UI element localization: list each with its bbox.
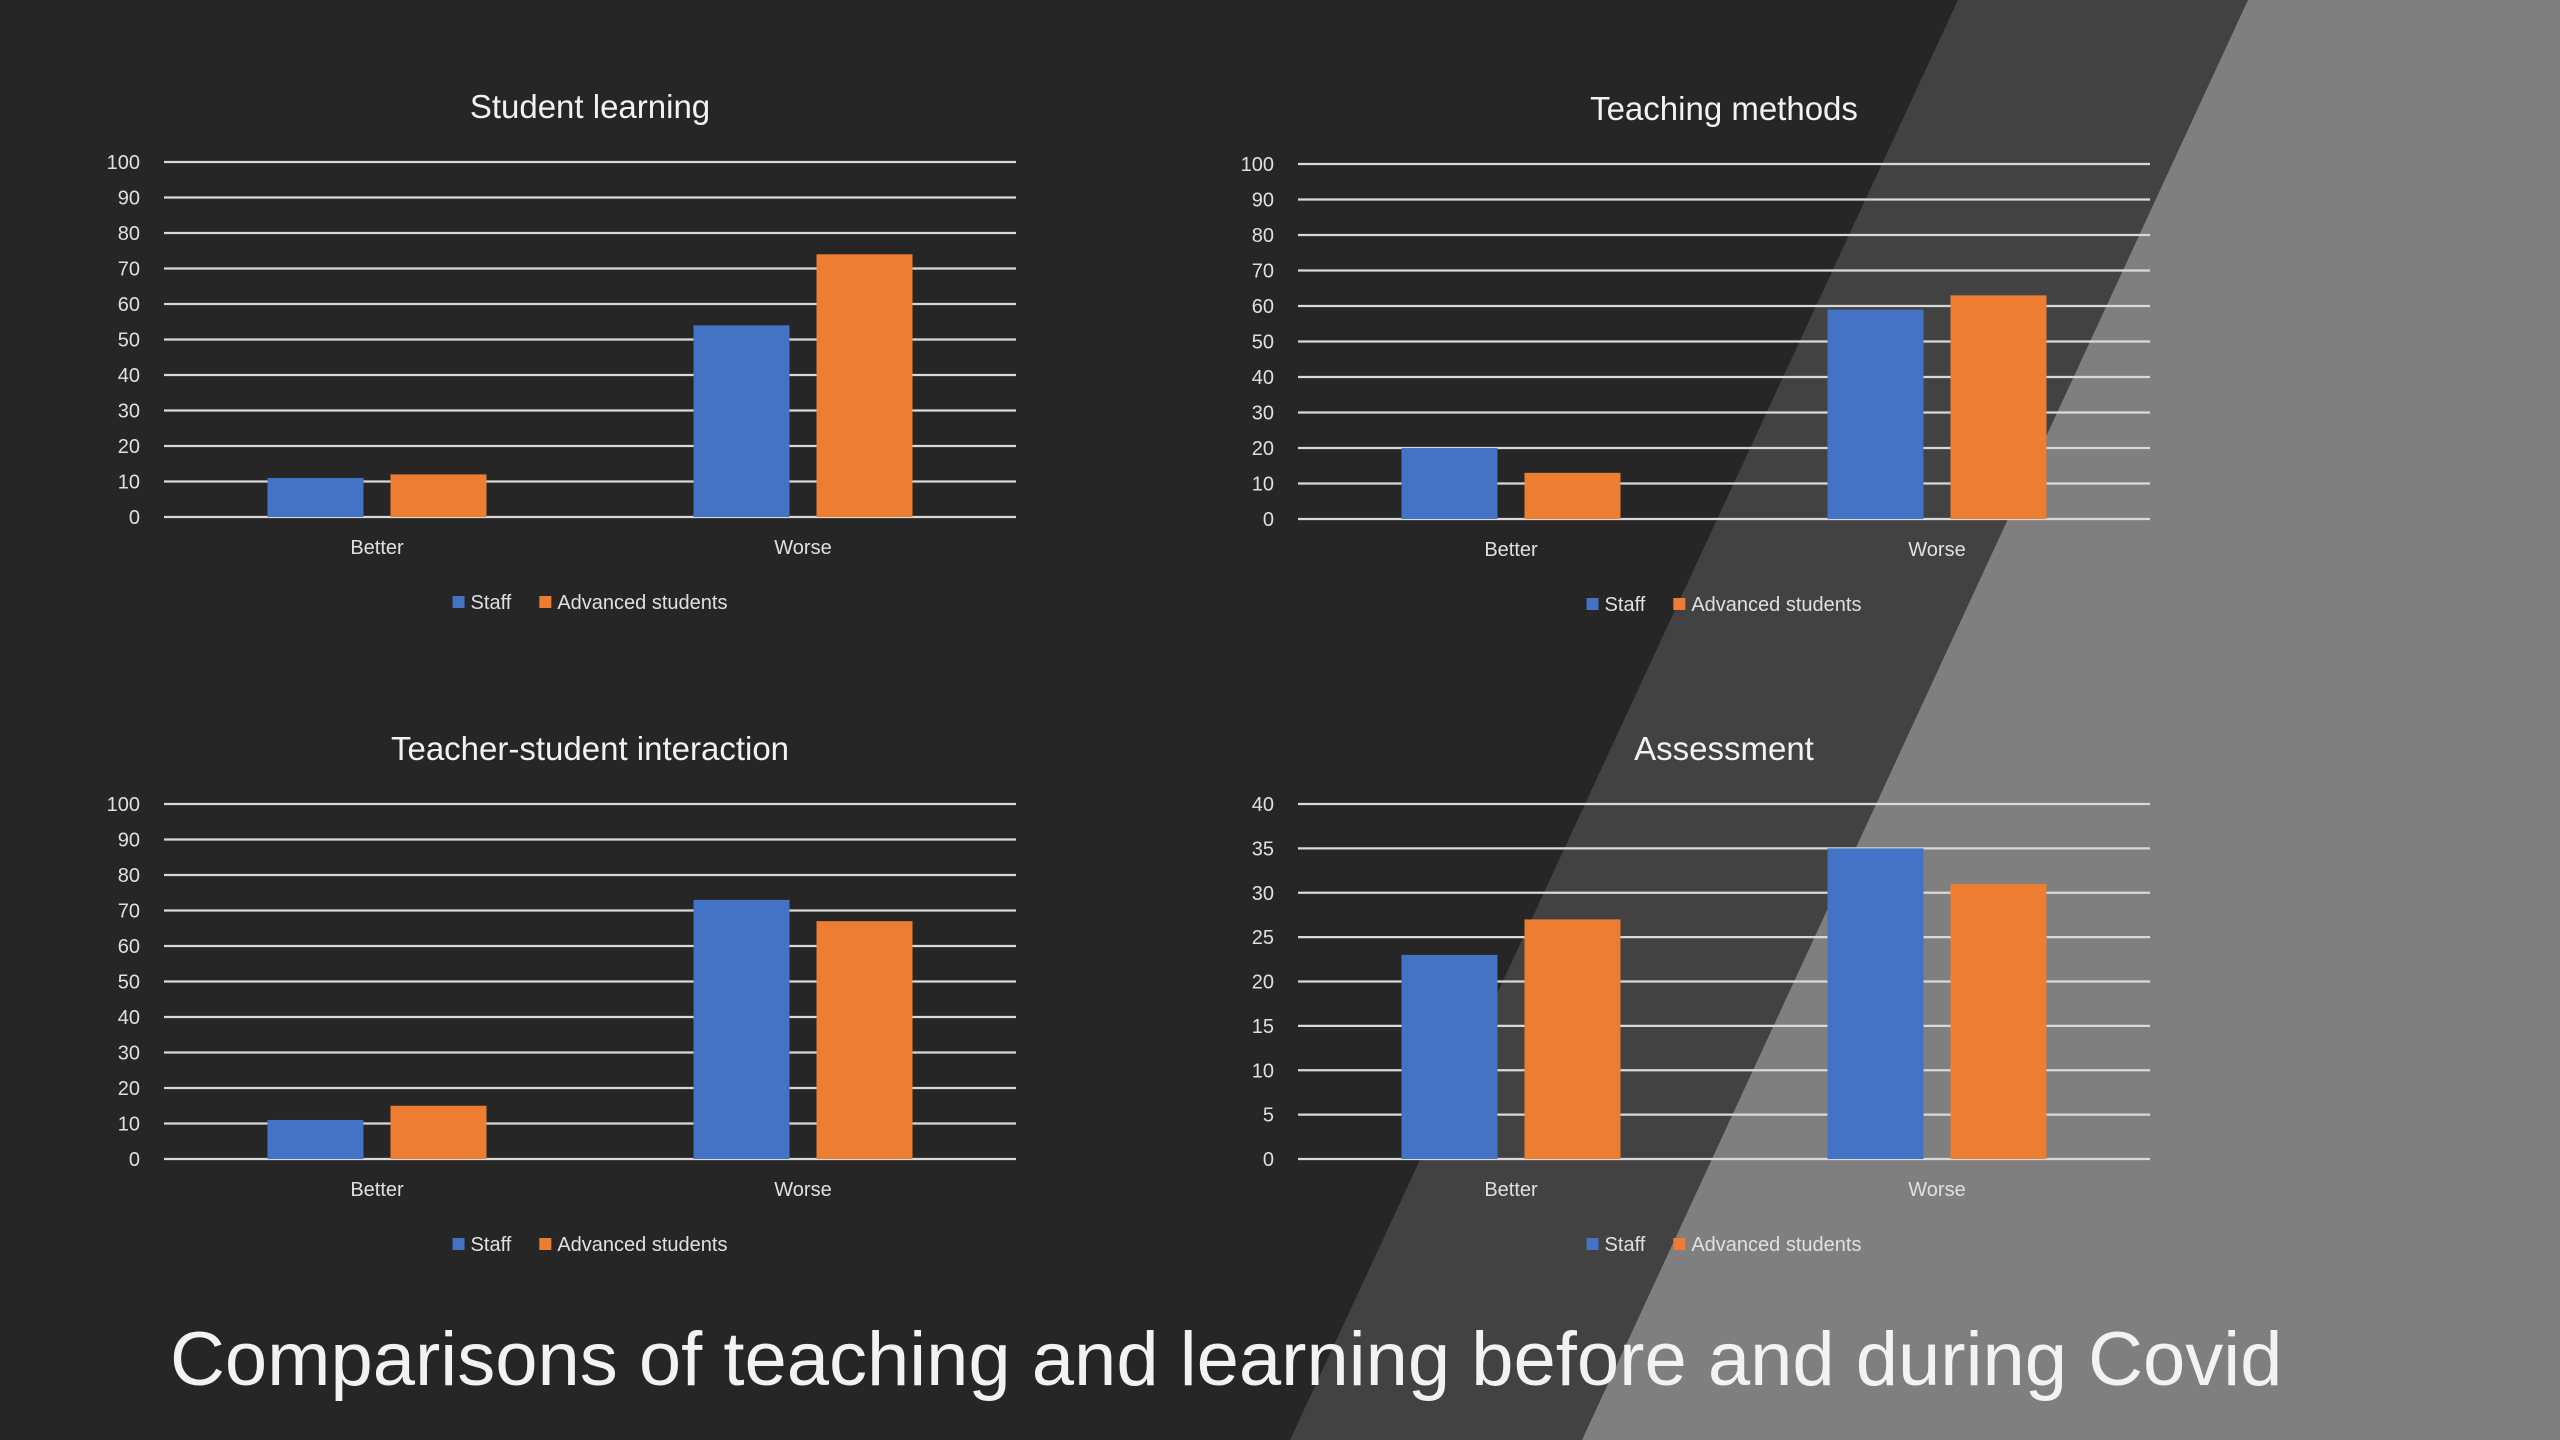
y-tick-label: 70 — [1252, 261, 1274, 283]
y-tick-label: 10 — [1252, 1060, 1274, 1082]
chart-teaching-methods: Teaching methods 0 10 20 30 40 50 60 70 80 90 100 Be… — [1241, 90, 2150, 616]
y-tick-label: 25 — [1252, 927, 1274, 949]
y-tick-label: 0 — [129, 1149, 140, 1171]
bar-staff-worse — [693, 325, 790, 517]
y-tick-label: 100 — [107, 794, 140, 816]
y-tick-label: 10 — [118, 472, 140, 494]
legend-swatch-staff — [1586, 598, 1599, 610]
chart-legend: Staff Advanced students — [452, 592, 727, 614]
legend-label-advanced-students: Advanced students — [557, 592, 727, 614]
y-tick-label: 60 — [118, 936, 140, 958]
y-tick-label: 20 — [1252, 438, 1274, 460]
y-tick-label: 60 — [118, 294, 140, 316]
x-category-label: Better — [350, 537, 404, 559]
bar-staff-better — [267, 1119, 364, 1159]
bar-advanced-students-worse — [816, 254, 913, 518]
chart-teacher-student-interaction: Teacher-student interaction 0 10 20 30 40 50 60… — [107, 730, 1016, 1256]
legend-label-staff: Staff — [1605, 594, 1646, 616]
bar-staff-better — [1401, 448, 1498, 519]
y-tick-label: 50 — [118, 330, 140, 352]
x-category-label: Better — [1484, 1179, 1538, 1201]
legend-label-staff: Staff — [1605, 1234, 1646, 1256]
y-tick-label: 35 — [1252, 838, 1274, 860]
slide-title: Comparisons of teaching and learning bef… — [170, 1317, 2283, 1402]
legend-label-advanced-students: Advanced students — [1691, 594, 1861, 616]
chart-title: Teaching methods — [1590, 90, 1858, 127]
y-tick-label: 90 — [118, 188, 140, 210]
legend-swatch-staff — [1586, 1238, 1599, 1250]
x-category-label: Worse — [774, 537, 831, 559]
y-tick-label: 40 — [118, 365, 140, 387]
y-tick-label: 100 — [107, 152, 140, 174]
x-category-label: Worse — [1908, 539, 1965, 561]
legend-label-advanced-students: Advanced students — [1691, 1234, 1861, 1256]
y-tick-label: 80 — [118, 223, 140, 245]
y-tick-label: 100 — [1241, 154, 1274, 176]
legend-swatch-advanced-students — [539, 596, 552, 608]
y-tick-label: 60 — [1252, 296, 1274, 318]
bar-staff-better — [1401, 954, 1498, 1159]
bar-advanced-students-better — [390, 474, 487, 517]
bar-advanced-students-better — [1524, 919, 1621, 1159]
legend-swatch-staff — [452, 596, 465, 608]
bar-staff-worse — [1827, 848, 1924, 1159]
bar-advanced-students-worse — [1950, 883, 2047, 1159]
y-tick-label: 50 — [1252, 332, 1274, 354]
x-category-label: Worse — [774, 1179, 831, 1201]
bar-staff-better — [267, 477, 364, 517]
bar-staff-worse — [693, 899, 790, 1159]
y-tick-label: 10 — [118, 1114, 140, 1136]
y-tick-label: 30 — [1252, 403, 1274, 425]
bar-advanced-students-better — [1524, 472, 1621, 519]
legend-swatch-staff — [452, 1238, 465, 1250]
y-tick-label: 30 — [1252, 883, 1274, 905]
y-tick-label: 40 — [118, 1007, 140, 1029]
y-tick-label: 80 — [1252, 225, 1274, 247]
bar-staff-worse — [1827, 309, 1924, 519]
y-tick-label: 40 — [1252, 367, 1274, 389]
chart-legend: Staff Advanced students — [452, 1234, 727, 1256]
x-category-label: Better — [1484, 539, 1538, 561]
y-tick-label: 70 — [118, 259, 140, 281]
y-tick-label: 30 — [118, 401, 140, 423]
chart-title: Assessment — [1634, 730, 1814, 767]
legend-swatch-advanced-students — [539, 1238, 552, 1250]
y-tick-label: 80 — [118, 865, 140, 887]
legend-label-advanced-students: Advanced students — [557, 1234, 727, 1256]
chart-assessment: Assessment 0 5 10 15 20 25 30 35 40 Better Worse Sta… — [1252, 730, 2150, 1256]
legend-label-staff: Staff — [471, 1234, 512, 1256]
y-tick-label: 20 — [118, 436, 140, 458]
x-category-label: Worse — [1908, 1179, 1965, 1201]
legend-swatch-advanced-students — [1673, 1238, 1686, 1250]
y-tick-label: 10 — [1252, 474, 1274, 496]
chart-legend: Staff Advanced students — [1586, 1234, 1861, 1256]
y-tick-label: 70 — [118, 901, 140, 923]
y-tick-label: 50 — [118, 972, 140, 994]
y-tick-label: 40 — [1252, 794, 1274, 816]
chart-title: Teacher-student interaction — [391, 730, 789, 767]
y-tick-label: 0 — [129, 507, 140, 529]
y-tick-label: 0 — [1263, 509, 1274, 531]
bar-advanced-students-better — [390, 1105, 487, 1159]
x-category-label: Better — [350, 1179, 404, 1201]
y-tick-label: 30 — [118, 1043, 140, 1065]
y-tick-label: 5 — [1263, 1105, 1274, 1127]
legend-swatch-advanced-students — [1673, 598, 1686, 610]
chart-legend: Staff Advanced students — [1586, 594, 1861, 616]
background-band-light — [1582, 0, 2560, 1440]
legend-label-staff: Staff — [471, 592, 512, 614]
chart-student-learning: Student learning 0 10 20 30 40 50 60 70 80 90 100 Be… — [107, 88, 1016, 614]
y-tick-label: 0 — [1263, 1149, 1274, 1171]
y-tick-label: 20 — [1252, 972, 1274, 994]
y-tick-label: 90 — [1252, 190, 1274, 212]
bar-advanced-students-worse — [816, 921, 913, 1159]
y-tick-label: 15 — [1252, 1016, 1274, 1038]
y-tick-label: 90 — [118, 830, 140, 852]
bar-advanced-students-worse — [1950, 295, 2047, 519]
y-tick-label: 20 — [118, 1078, 140, 1100]
chart-title: Student learning — [470, 88, 710, 125]
